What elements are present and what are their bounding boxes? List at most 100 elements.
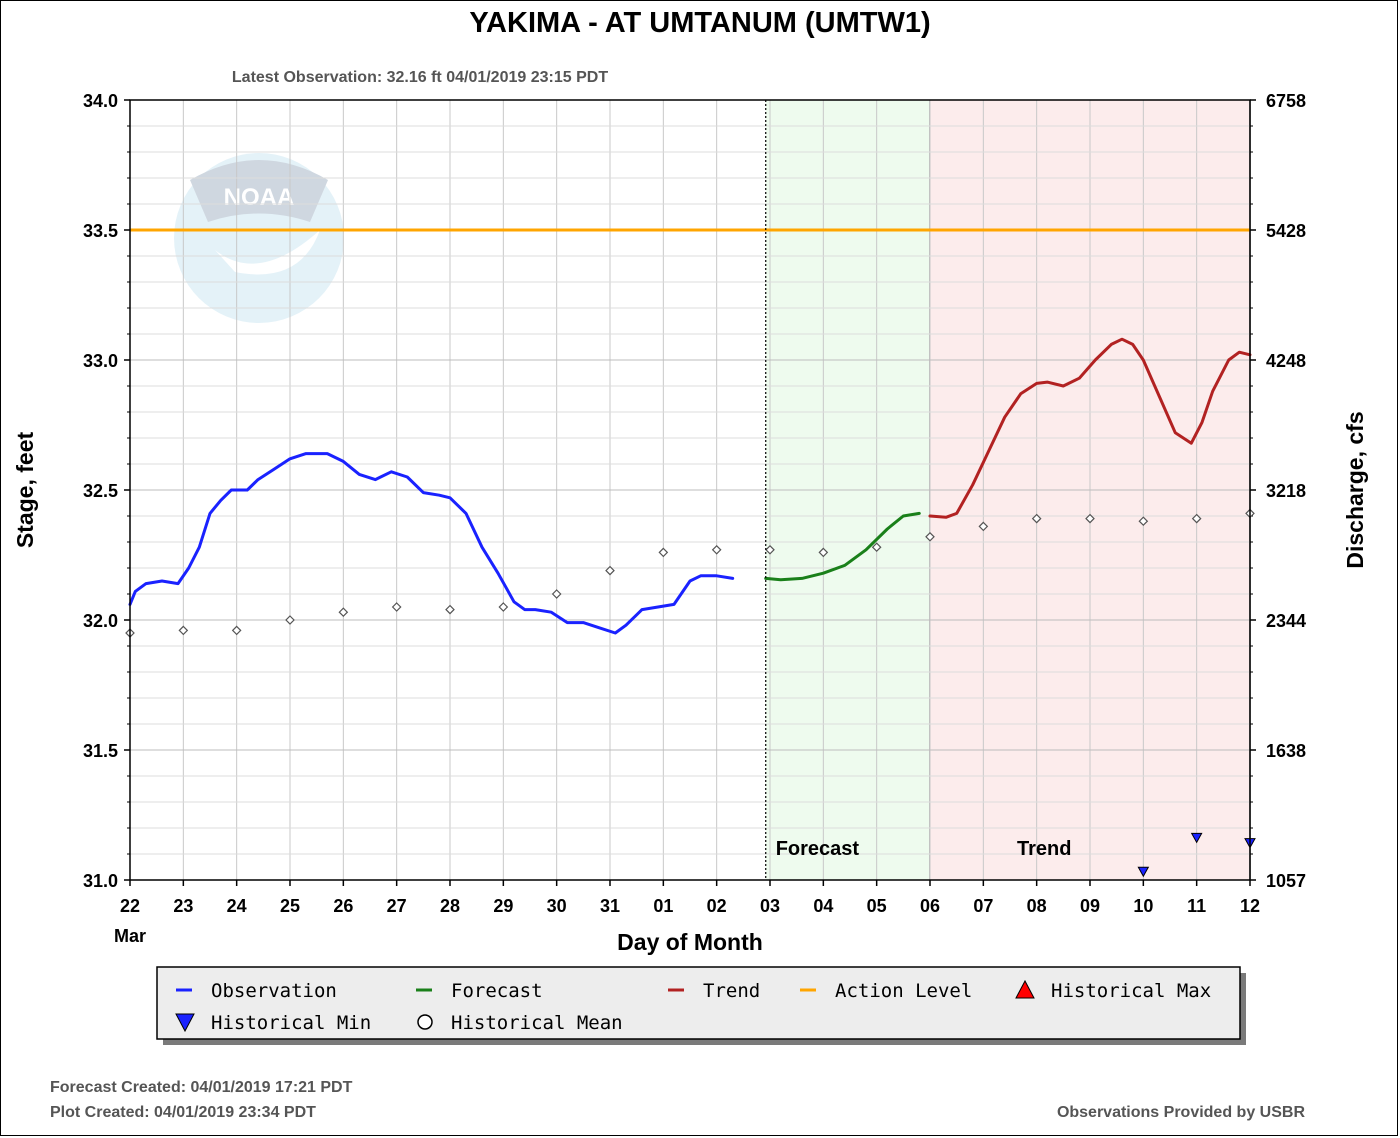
day-tick-label: 04 — [813, 896, 833, 916]
day-tick-label: 22 — [120, 896, 140, 916]
historical-mean-marker — [338, 607, 349, 618]
historical-mean-marker — [925, 531, 935, 542]
legend-label: Forecast — [451, 980, 543, 1002]
legend-item-historical-mean: Historical Mean — [417, 1012, 623, 1034]
legend-label: Action Level — [835, 980, 972, 1002]
historical-mean-marker — [978, 521, 989, 532]
forecast-series-line — [764, 511, 921, 582]
month-label: Mar — [114, 926, 146, 946]
historical-min-marker — [1137, 866, 1150, 878]
day-tick-label: 10 — [1133, 896, 1153, 916]
historical-mean-marker — [871, 542, 882, 553]
noaa-logo-watermark: NOAA — [174, 153, 344, 323]
legend-item-historical-min: Historical Min — [175, 1012, 371, 1034]
historical-mean-marker — [818, 547, 829, 558]
legend-label: Trend — [703, 980, 760, 1002]
chart-title: YAKIMA - AT UMTANUM (UMTW1) — [469, 7, 930, 39]
historical-mean-marker — [445, 604, 455, 615]
stage-tick-label: 33.0 — [83, 351, 118, 371]
legend-box — [156, 966, 1241, 1040]
stage-axis-ticks: 31.0 31.5 32.0 32.5 33.0 33.5 34.0 — [83, 91, 130, 891]
region-label-forecast: Forecast — [776, 838, 860, 860]
historical-min-markers — [1137, 832, 1256, 878]
legend-swatch-triangle-down — [175, 1013, 195, 1033]
day-tick-label: 30 — [547, 896, 567, 916]
historical-mean-marker — [711, 544, 722, 555]
historical-mean-marker — [1138, 516, 1149, 527]
stage-tick-label: 31.5 — [83, 741, 118, 761]
discharge-axis-ticks: 1057 1638 2344 3218 4248 5428 6758 — [1250, 91, 1306, 891]
legend-item-observation: Observation — [176, 980, 337, 1002]
legend-swatch-circle — [417, 1014, 433, 1030]
historical-min-marker — [1190, 832, 1203, 844]
historical-mean-marker — [1031, 513, 1042, 524]
day-tick-label: 06 — [920, 896, 940, 916]
day-tick-label: 07 — [973, 896, 993, 916]
forecast-created-text: Forecast Created: 04/01/2019 17:21 PDT — [50, 1079, 353, 1096]
day-tick-label: 11 — [1187, 896, 1206, 916]
historical-mean-marker — [1191, 513, 1202, 524]
stage-tick-label: 33.5 — [83, 221, 118, 241]
discharge-tick-label: 4248 — [1266, 351, 1306, 371]
historical-mean-marker — [765, 544, 775, 555]
day-tick-label: 03 — [760, 896, 780, 916]
latest-observation-note: Latest Observation: 32.16 ft 04/01/2019 … — [232, 69, 608, 86]
day-tick-label: 09 — [1080, 896, 1100, 916]
trend-series-line — [928, 337, 1252, 519]
day-tick-label: 08 — [1027, 896, 1047, 916]
x-axis-label: Day of Month — [617, 929, 763, 955]
day-tick-label: 27 — [387, 896, 407, 916]
historical-mean-marker — [391, 602, 402, 612]
data-provider-text: Observations Provided by USBR — [1057, 1104, 1306, 1121]
legend-item-action-level: Action Level — [800, 980, 972, 1002]
plot-created-text: Plot Created: 04/01/2019 23:34 PDT — [50, 1104, 316, 1121]
discharge-tick-label: 3218 — [1266, 481, 1306, 501]
day-tick-label: 29 — [493, 896, 513, 916]
historical-mean-marker — [498, 602, 509, 612]
day-tick-label: 26 — [333, 896, 353, 916]
legend-label: Historical Mean — [451, 1012, 623, 1034]
stage-tick-label: 32.0 — [83, 611, 118, 631]
observation-series-line — [128, 452, 735, 635]
day-tick-label: 02 — [707, 896, 727, 916]
historical-mean-marker — [285, 615, 295, 625]
discharge-tick-label: 6758 — [1266, 91, 1306, 111]
historical-mean-markers — [125, 508, 1255, 638]
legend-label: Historical Min — [211, 1012, 371, 1034]
stage-tick-label: 32.5 — [83, 481, 118, 501]
historical-mean-marker — [551, 589, 562, 599]
day-tick-label: 24 — [227, 896, 247, 916]
legend-item-historical-max: Historical Max — [1015, 979, 1211, 1002]
legend-label: Historical Max — [1051, 980, 1211, 1002]
day-tick-label: 31 — [600, 896, 620, 916]
region-label-trend: Trend — [1017, 838, 1071, 860]
discharge-tick-label: 1638 — [1266, 741, 1306, 761]
historical-mean-marker — [231, 625, 242, 636]
historical-mean-marker — [658, 547, 669, 558]
y-axis-label: Stage, feet — [12, 432, 38, 549]
day-tick-label: 23 — [173, 896, 193, 916]
legend-label: Observation — [211, 980, 337, 1002]
stage-tick-label: 31.0 — [83, 871, 118, 891]
legend-item-trend: Trend — [668, 980, 760, 1002]
historical-mean-marker — [605, 565, 615, 576]
day-tick-label: 12 — [1240, 896, 1260, 916]
noaa-logo-text: NOAA — [224, 184, 295, 211]
historical-mean-marker — [1085, 513, 1095, 524]
historical-mean-marker — [178, 625, 189, 636]
discharge-tick-label: 1057 — [1266, 871, 1306, 891]
day-tick-label: 28 — [440, 896, 460, 916]
legend-swatch-triangle-up — [1015, 979, 1035, 999]
data-series — [128, 337, 1252, 635]
discharge-tick-label: 2344 — [1266, 611, 1306, 631]
y2-axis-label: Discharge, cfs — [1342, 411, 1368, 568]
day-tick-label: 01 — [653, 896, 673, 916]
day-tick-label: 05 — [867, 896, 887, 916]
region-labels: Forecast Trend — [776, 838, 1072, 860]
discharge-tick-label: 5428 — [1266, 221, 1306, 241]
day-tick-label: 25 — [280, 896, 300, 916]
day-axis-ticks: 22 23 24 25 26 27 28 29 30 31 01 02 03 04 05 06 07 08 09 10… — [120, 880, 1260, 916]
legend-item-forecast: Forecast — [416, 980, 543, 1002]
